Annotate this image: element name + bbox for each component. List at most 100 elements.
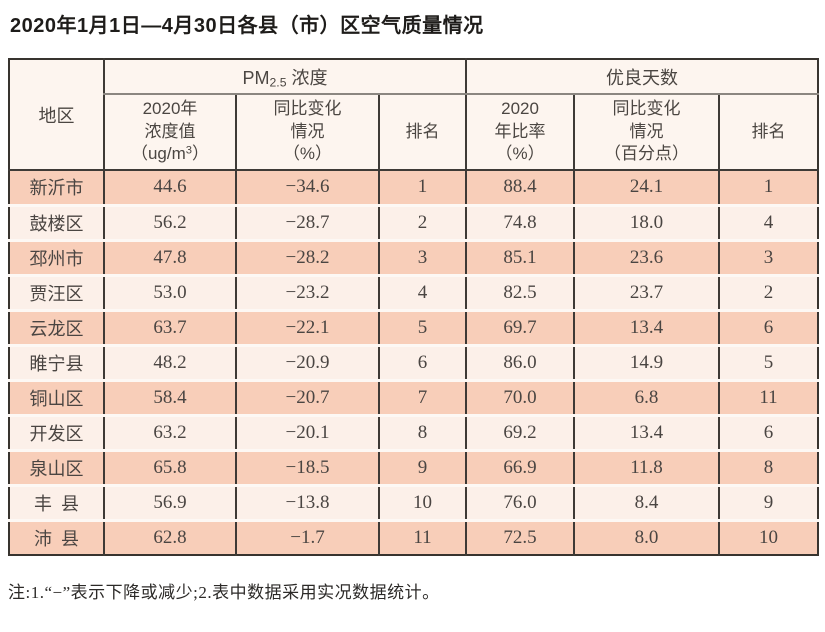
cell-pm-value: 56.9 bbox=[103, 483, 236, 520]
cell-pm-change: −18.5 bbox=[235, 448, 379, 485]
cell-pm-value: 47.8 bbox=[103, 238, 236, 275]
table-row: 铜山区 58.4 −20.7 7 70.0 6.8 11 bbox=[9, 378, 819, 415]
cell-good-rate: 70.0 bbox=[465, 378, 575, 415]
cell-pm-change: −20.7 bbox=[235, 378, 379, 415]
cell-pm-change: −22.1 bbox=[235, 308, 379, 345]
cell-pm-change: −20.1 bbox=[235, 413, 379, 450]
cell-pm-value: 63.7 bbox=[103, 308, 236, 345]
footnote: 注:1.“−”表示下降或减少;2.表中数据采用实况数据统计。 bbox=[8, 583, 440, 602]
cell-pm-rank: 9 bbox=[377, 448, 467, 485]
cell-good-rate: 85.1 bbox=[465, 238, 575, 275]
unit-suffix: ） bbox=[192, 144, 210, 164]
cell-pm-value: 62.8 bbox=[103, 518, 236, 555]
cell-good-change: 23.7 bbox=[573, 273, 720, 310]
cell-region: 邳州市 bbox=[9, 238, 104, 275]
cell-pm-rank: 6 bbox=[377, 343, 467, 380]
table-row: 云龙区 63.7 −22.1 5 69.7 13.4 6 bbox=[9, 308, 819, 345]
cell-good-rank: 11 bbox=[718, 378, 819, 415]
cell-pm-value: 48.2 bbox=[103, 343, 236, 380]
cell-good-change: 23.6 bbox=[573, 238, 720, 275]
header-line: 年比率 bbox=[494, 121, 546, 141]
cell-good-rate: 72.5 bbox=[465, 518, 575, 555]
cell-good-rate: 66.9 bbox=[465, 448, 575, 485]
cell-pm-value: 56.2 bbox=[103, 203, 236, 240]
col-header-good-rate: 2020 年比率 （%） bbox=[465, 94, 575, 171]
air-quality-table: 地区 PM2.5 浓度 优良天数 2020年 浓度值 （ug/m3） 同比变化 … bbox=[8, 58, 820, 556]
header-sub-row: 2020年 浓度值 （ug/m3） 同比变化 情况 （%） 排名 2020 年比… bbox=[9, 94, 819, 171]
header-line: 2020 bbox=[501, 99, 539, 119]
cell-good-rate: 74.8 bbox=[465, 203, 575, 240]
cell-pm-change: −13.8 bbox=[235, 483, 379, 520]
pm25-label-prefix: PM bbox=[242, 67, 270, 88]
cell-good-rank: 5 bbox=[718, 343, 819, 380]
cell-good-rank: 10 bbox=[718, 518, 819, 555]
header-group-row: 地区 PM2.5 浓度 优良天数 bbox=[9, 59, 819, 171]
cell-region: 睢宁县 bbox=[9, 343, 104, 380]
table-row: 开发区 63.2 −20.1 8 69.2 13.4 6 bbox=[9, 413, 819, 450]
table-row: 丰 县 56.9 −13.8 10 76.0 8.4 9 bbox=[9, 483, 819, 520]
col-group-pm25: PM2.5 浓度 bbox=[102, 59, 467, 95]
header-line-unit: （ug/m3） bbox=[105, 143, 235, 165]
header-line: （%） bbox=[495, 144, 545, 164]
cell-good-change: 13.4 bbox=[573, 308, 720, 345]
header-line: 2020年 bbox=[142, 99, 198, 119]
cell-good-rank: 8 bbox=[718, 448, 819, 485]
cell-good-change: 14.9 bbox=[573, 343, 720, 380]
cell-good-rank: 3 bbox=[718, 238, 819, 275]
cell-pm-change: −23.2 bbox=[235, 273, 379, 310]
header-line: 同比变化 bbox=[273, 99, 342, 119]
header-line: （百分点） bbox=[604, 144, 690, 164]
cell-region: 新沂市 bbox=[29, 178, 84, 199]
unit-superscript: 3 bbox=[185, 144, 193, 157]
cell-region: 鼓楼区 bbox=[9, 203, 104, 240]
unit-prefix: （ug/m bbox=[130, 144, 186, 164]
table-row: 泉山区 65.8 −18.5 9 66.9 11.8 8 bbox=[9, 448, 819, 485]
cell-pm-rank: 3 bbox=[377, 238, 467, 275]
cell-good-rate: 86.0 bbox=[465, 343, 575, 380]
cell-good-rate: 69.2 bbox=[465, 413, 575, 450]
col-header-region: 地区 bbox=[9, 59, 104, 171]
cell-pm-change: −1.7 bbox=[235, 518, 379, 555]
cell-pm-rank: 1 bbox=[377, 170, 467, 205]
cell-region: 沛 县 bbox=[9, 518, 104, 555]
cell-pm-value: 53.0 bbox=[103, 273, 236, 310]
cell-pm-value: 44.6 bbox=[103, 170, 236, 205]
cell-region: 贾汪区 bbox=[9, 273, 104, 310]
cell-good-change: 13.4 bbox=[573, 413, 720, 450]
cell-good-change: 8.4 bbox=[573, 483, 720, 520]
cell-region: 泉山区 bbox=[9, 448, 104, 485]
cell-pm-change: −20.9 bbox=[235, 343, 379, 380]
cell-pm-change: −28.2 bbox=[235, 238, 379, 275]
cell-good-change: 18.0 bbox=[573, 203, 720, 240]
cell-pm-rank: 4 bbox=[377, 273, 467, 310]
cell-pm-change: −34.6 bbox=[235, 170, 379, 205]
table-row: 贾汪区 53.0 −23.2 4 82.5 23.7 2 bbox=[9, 273, 819, 310]
cell-good-rank: 2 bbox=[718, 273, 819, 310]
cell-good-rank: 6 bbox=[718, 308, 819, 345]
pm25-label-subscript: 2.5 bbox=[269, 74, 287, 89]
table-row: 睢宁县 48.2 −20.9 6 86.0 14.9 5 bbox=[9, 343, 819, 380]
page-title: 2020年1月1日—4月30日各县（市）区空气质量情况 bbox=[10, 15, 484, 37]
cell-pm-value: 58.4 bbox=[103, 378, 236, 415]
cell-good-change: 8.0 bbox=[573, 518, 720, 555]
cell-good-rank: 9 bbox=[718, 483, 819, 520]
table-row: 沛 县 62.8 −1.7 11 72.5 8.0 10 bbox=[9, 518, 819, 555]
col-group-good-days: 优良天数 bbox=[465, 59, 819, 95]
cell-good-change: 24.1 bbox=[573, 170, 720, 205]
cell-good-rank: 4 bbox=[718, 203, 819, 240]
cell-pm-value: 63.2 bbox=[103, 413, 236, 450]
cell-pm-rank: 8 bbox=[377, 413, 467, 450]
cell-pm-value: 65.8 bbox=[103, 448, 236, 485]
cell-good-rate: 69.7 bbox=[465, 308, 575, 345]
table-row: 新沂市 44.6 −34.6 1 88.4 24.1 1 bbox=[9, 170, 819, 205]
cell-pm-rank: 11 bbox=[377, 518, 467, 555]
cell-good-change: 11.8 bbox=[573, 448, 720, 485]
cell-good-change: 6.8 bbox=[573, 378, 720, 415]
col-header-good-rank: 排名 bbox=[718, 94, 819, 171]
cell-good-rank: 1 bbox=[718, 170, 819, 205]
cell-region: 丰 县 bbox=[9, 483, 104, 520]
cell-pm-rank: 10 bbox=[377, 483, 467, 520]
cell-good-rate: 82.5 bbox=[465, 273, 575, 310]
cell-pm-rank: 5 bbox=[377, 308, 467, 345]
header-line: 浓度值 bbox=[144, 121, 196, 141]
